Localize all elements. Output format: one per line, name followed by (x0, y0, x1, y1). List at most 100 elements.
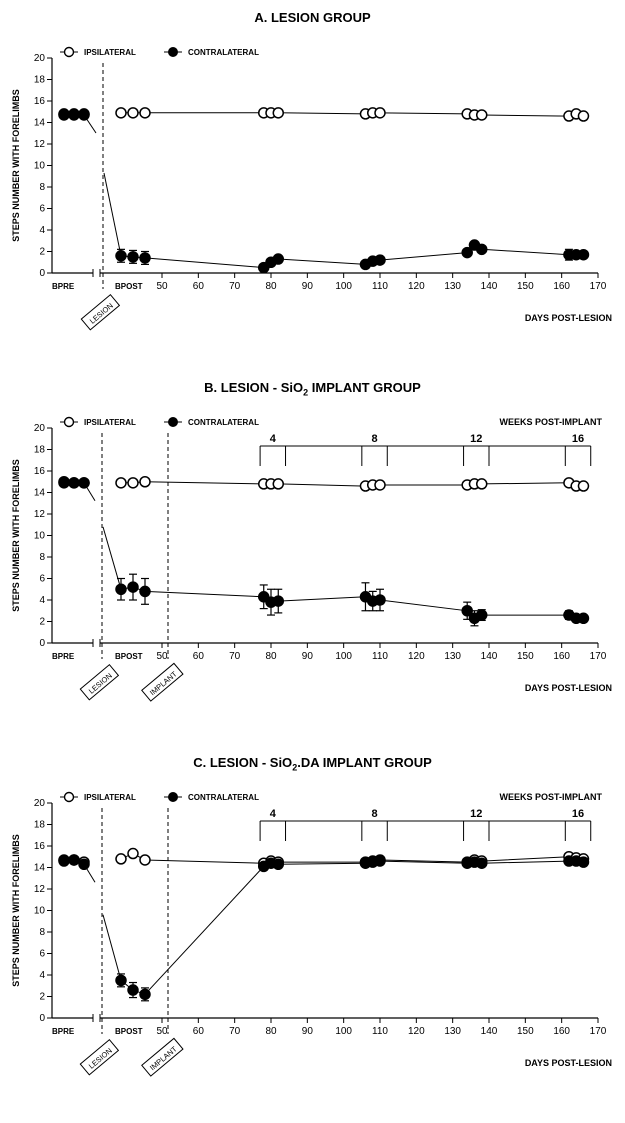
y-tick-label: 6 (39, 204, 45, 215)
x-tick-label: 130 (444, 651, 461, 662)
series-line (263, 112, 584, 117)
y-tick-label: 2 (39, 992, 45, 1003)
y-tick-label: 8 (39, 182, 45, 193)
x-tick-label: 100 (335, 281, 352, 292)
label-frame (141, 1037, 184, 1077)
y-axis-label: STEPS NUMBER WITH FORELIMBS (11, 459, 21, 612)
y-tick-label: 20 (34, 53, 46, 64)
contralateral-data-point (68, 477, 80, 489)
legend-filled-marker (168, 792, 178, 802)
ipsilateral-data-point (577, 480, 590, 492)
series-line (144, 481, 264, 485)
ipsilateral-data-point (475, 109, 488, 121)
y-tick-label: 12 (34, 884, 46, 895)
chart-title: C. LESION - SiO2.DA IMPLANT GROUP (193, 755, 432, 773)
contralateral-data-point (139, 252, 151, 264)
series-line (263, 596, 584, 619)
chart-title: B. LESION - SiO2 IMPLANT GROUP (204, 380, 421, 398)
contralateral-data-point (475, 609, 488, 621)
label-frame (79, 1038, 120, 1076)
y-tick-label: 8 (39, 927, 45, 938)
x-tick-label: 140 (481, 1026, 498, 1037)
week-label: 16 (572, 808, 584, 820)
weeks-post-implant-label: WEEKS POST-IMPLANT (499, 417, 602, 427)
y-tick-label: 14 (34, 488, 46, 499)
implant-label-box: IMPLANT (141, 1037, 184, 1077)
x-tick-label: 150 (517, 1026, 534, 1037)
x-tick-label: 70 (229, 651, 241, 662)
x-tick-label: 100 (335, 1026, 352, 1037)
legend-label: CONTRALATERAL (188, 793, 259, 802)
x-tick-label: 110 (372, 1026, 388, 1037)
contralateral-data-point (374, 594, 386, 606)
ipsilateral-data-point (139, 107, 151, 119)
y-tick-label: 4 (39, 225, 45, 236)
x-tick-label: 60 (193, 281, 205, 292)
weeks-post-implant-label: WEEKS POST-IMPLANT (499, 792, 602, 802)
x-tick-label: 110 (372, 281, 388, 292)
y-tick-label: 0 (39, 1013, 45, 1024)
legend-label: IPSILATERAL (84, 793, 136, 802)
y-tick-label: 6 (39, 949, 45, 960)
x-tick-label: 160 (553, 651, 570, 662)
ipsilateral-data-point (374, 107, 386, 119)
x-category-label: BPRE (52, 1027, 75, 1036)
contralateral-data-point (577, 612, 590, 625)
x-tick-label: 80 (265, 281, 277, 292)
contralateral-data-point (115, 250, 127, 262)
contralateral-data-point (139, 988, 151, 1001)
x-tick-label: 60 (193, 651, 205, 662)
legend-filled-marker (168, 417, 178, 427)
x-tick-label: 140 (481, 281, 498, 292)
x-tick-label: 150 (517, 651, 534, 662)
y-tick-label: 12 (34, 509, 46, 520)
week-label: 4 (270, 808, 277, 820)
ipsilateral-data-point (374, 479, 386, 491)
y-tick-label: 18 (34, 445, 46, 456)
y-axis-label: STEPS NUMBER WITH FORELIMBS (11, 89, 21, 242)
y-tick-label: 20 (34, 423, 46, 434)
x-tick-label: 60 (193, 1026, 205, 1037)
contralateral-data-point (68, 854, 80, 866)
contralateral-data-point (475, 857, 488, 869)
legend-open-marker (63, 46, 75, 58)
y-tick-label: 2 (39, 247, 45, 258)
x-tick-label: 160 (553, 1026, 570, 1037)
ipsilateral-data-point (127, 847, 139, 860)
legend-label: IPSILATERAL (84, 418, 136, 427)
x-tick-label: 170 (590, 651, 607, 662)
ipsilateral-data-point (272, 107, 285, 119)
x-tick-label: 50 (156, 651, 168, 662)
y-axis-label: STEPS NUMBER WITH FORELIMBS (11, 834, 21, 987)
series-line (103, 172, 122, 256)
series-line (144, 859, 264, 864)
x-tick-label: 120 (408, 1026, 425, 1037)
series-line (263, 482, 584, 487)
y-tick-label: 10 (34, 161, 46, 172)
series-line (144, 257, 264, 269)
y-tick-label: 14 (34, 118, 46, 129)
contralateral-data-point (577, 856, 590, 868)
y-tick-label: 6 (39, 574, 45, 585)
x-tick-label: 90 (302, 651, 314, 662)
legend-label: IPSILATERAL (84, 48, 136, 57)
x-tick-label: 120 (408, 281, 425, 292)
week-label: 8 (371, 433, 377, 445)
contralateral-data-point (115, 974, 127, 987)
x-tick-label: 50 (156, 1026, 168, 1037)
y-tick-label: 20 (34, 798, 46, 809)
series-line (102, 914, 122, 981)
series-line (102, 526, 122, 590)
legend-label: CONTRALATERAL (188, 418, 259, 427)
y-tick-label: 16 (34, 466, 46, 477)
week-label: 12 (470, 433, 482, 445)
ipsilateral-data-point (139, 854, 151, 866)
x-tick-label: 160 (553, 281, 570, 292)
legend-open-marker (63, 416, 75, 428)
contralateral-data-point (78, 858, 90, 871)
series-line (263, 244, 584, 269)
x-tick-label: 120 (408, 651, 425, 662)
contralateral-data-point (58, 109, 70, 121)
y-tick-label: 0 (39, 268, 45, 279)
x-tick-label: 130 (444, 1026, 461, 1037)
